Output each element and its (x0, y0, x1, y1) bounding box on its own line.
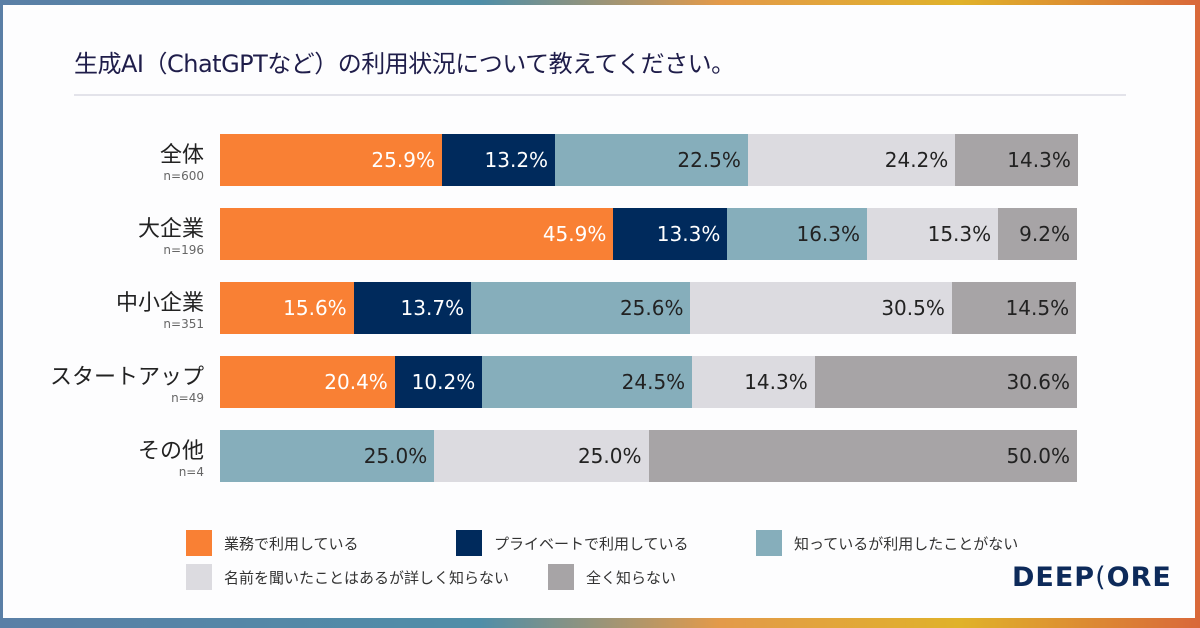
data-label: 45.9% (542, 222, 607, 246)
sample-size-label: n=351 (163, 317, 204, 331)
legend-item: 全く知らない (548, 564, 676, 590)
data-label: 24.5% (621, 370, 686, 394)
bar-segment: 15.6% (220, 282, 354, 334)
data-label: 25.0% (363, 444, 428, 468)
data-label: 10.2% (411, 370, 476, 394)
sample-size-label: n=600 (163, 169, 204, 183)
legend-swatch (548, 564, 574, 590)
data-label: 15.3% (927, 222, 992, 246)
data-label: 13.7% (400, 296, 465, 320)
bar-segment: 14.3% (692, 356, 815, 408)
bar-segment: 30.6% (814, 356, 1077, 408)
bar-segment: 14.5% (951, 282, 1077, 334)
legend-item: 知っているが利用したことがない (756, 530, 1018, 556)
category-label: 大企業 (137, 217, 204, 242)
legend-label: 全く知らない (586, 568, 677, 587)
bar-segment: 10.2% (394, 356, 483, 408)
bar-segment: 45.9% (220, 208, 614, 260)
bar-segment: 20.4% (220, 356, 395, 408)
title-divider (74, 94, 1126, 96)
data-label: 14.3% (744, 370, 808, 394)
legend-swatch (186, 530, 212, 556)
data-label: 25.0% (577, 444, 642, 468)
data-label: 13.2% (484, 148, 549, 172)
deepcore-logo: DEEP(ORE (1012, 562, 1172, 593)
bar-segment: 13.7% (353, 282, 472, 334)
data-label: 20.4% (324, 370, 388, 394)
category-label: その他 (137, 439, 204, 464)
category-label: スタートアップ (49, 365, 204, 390)
legend-swatch (456, 530, 482, 556)
data-label: 15.6% (283, 296, 347, 320)
bar-segment: 50.0% (648, 430, 1077, 482)
legend-label: 名前を聞いたことはあるが詳しく知らない (224, 568, 510, 587)
legend-item: プライベートで利用している (456, 530, 689, 556)
bar-segment: 14.3% (955, 134, 1078, 186)
sample-size-label: n=4 (178, 465, 204, 479)
bar-segment: 22.5% (555, 134, 748, 186)
data-label: 50.0% (1006, 444, 1070, 468)
data-label: 25.9% (371, 148, 435, 172)
legend-label: 知っているが利用したことがない (794, 534, 1019, 553)
bar-segment: 9.2% (998, 208, 1077, 260)
bar-segment: 16.3% (727, 208, 868, 260)
data-label: 22.5% (677, 148, 741, 172)
bar-segment: 30.5% (690, 282, 952, 334)
bar-segment: 25.0% (434, 430, 649, 482)
data-label: 25.6% (619, 296, 684, 320)
legend-item: 業務で利用している (186, 530, 359, 556)
data-label: 30.5% (881, 296, 945, 320)
category-label: 中小企業 (115, 291, 204, 316)
sample-size-label: n=196 (163, 243, 204, 257)
legend-label: 業務で利用している (224, 534, 359, 553)
category-label: 全体 (159, 143, 204, 168)
chart-title: 生成AI（ChatGPTなど）の利用状況について教えてください。 (74, 50, 735, 78)
legend-item: 名前を聞いたことはあるが詳しく知らない (186, 564, 509, 590)
data-label: 9.2% (1019, 222, 1070, 246)
data-label: 14.3% (1007, 148, 1071, 172)
data-label: 16.3% (796, 222, 861, 246)
bar-segment: 15.3% (867, 208, 999, 260)
data-label: 30.6% (1006, 370, 1070, 394)
sample-size-label: n=49 (171, 391, 204, 405)
bar-segment: 25.9% (220, 134, 442, 186)
data-label: 13.3% (656, 222, 721, 246)
bar-segment: 24.5% (482, 356, 693, 408)
bar-segment: 24.2% (747, 134, 956, 186)
legend-swatch (186, 564, 212, 590)
bar-segment: 25.6% (471, 282, 691, 334)
bar-segment: 25.0% (220, 430, 435, 482)
data-label: 14.5% (1005, 296, 1070, 320)
bar-segment: 13.3% (613, 208, 728, 260)
data-label: 24.2% (884, 148, 949, 172)
legend-swatch (756, 530, 782, 556)
bar-segment: 13.2% (441, 134, 556, 186)
legend-label: プライベートで利用している (494, 534, 689, 553)
